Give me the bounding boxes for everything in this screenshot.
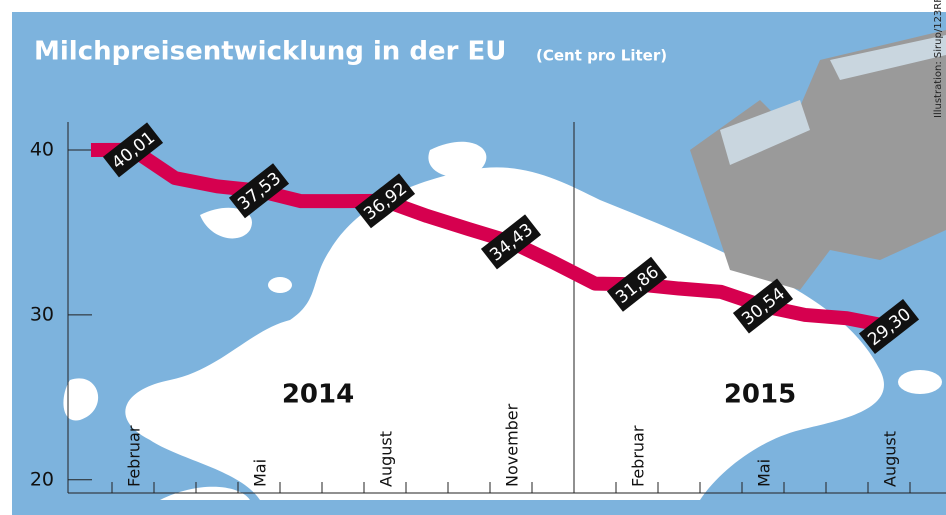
year-label: 2015 [724,380,796,410]
x-tick-label: August [377,431,396,487]
x-tick-label: August [881,431,900,487]
y-tick-label: 20 [30,468,54,490]
x-tick-label: Mai [251,459,270,487]
y-tick-label: 40 [30,139,54,161]
y-tick-label: 30 [30,303,54,325]
x-tick-label: Mai [755,459,774,487]
chart: Milchpreisentwicklung in der EU (Cent pr… [0,0,946,515]
x-tick-label: Februar [125,425,144,487]
x-tick-label: Februar [629,425,648,487]
year-label: 2014 [282,380,354,410]
x-tick-label: November [503,403,522,487]
chart-subtitle: (Cent pro Liter) [536,47,667,65]
chart-title: Milchpreisentwicklung in der EU [34,37,506,67]
image-credit: Illustration: Sirup/123RF.com [933,0,944,118]
